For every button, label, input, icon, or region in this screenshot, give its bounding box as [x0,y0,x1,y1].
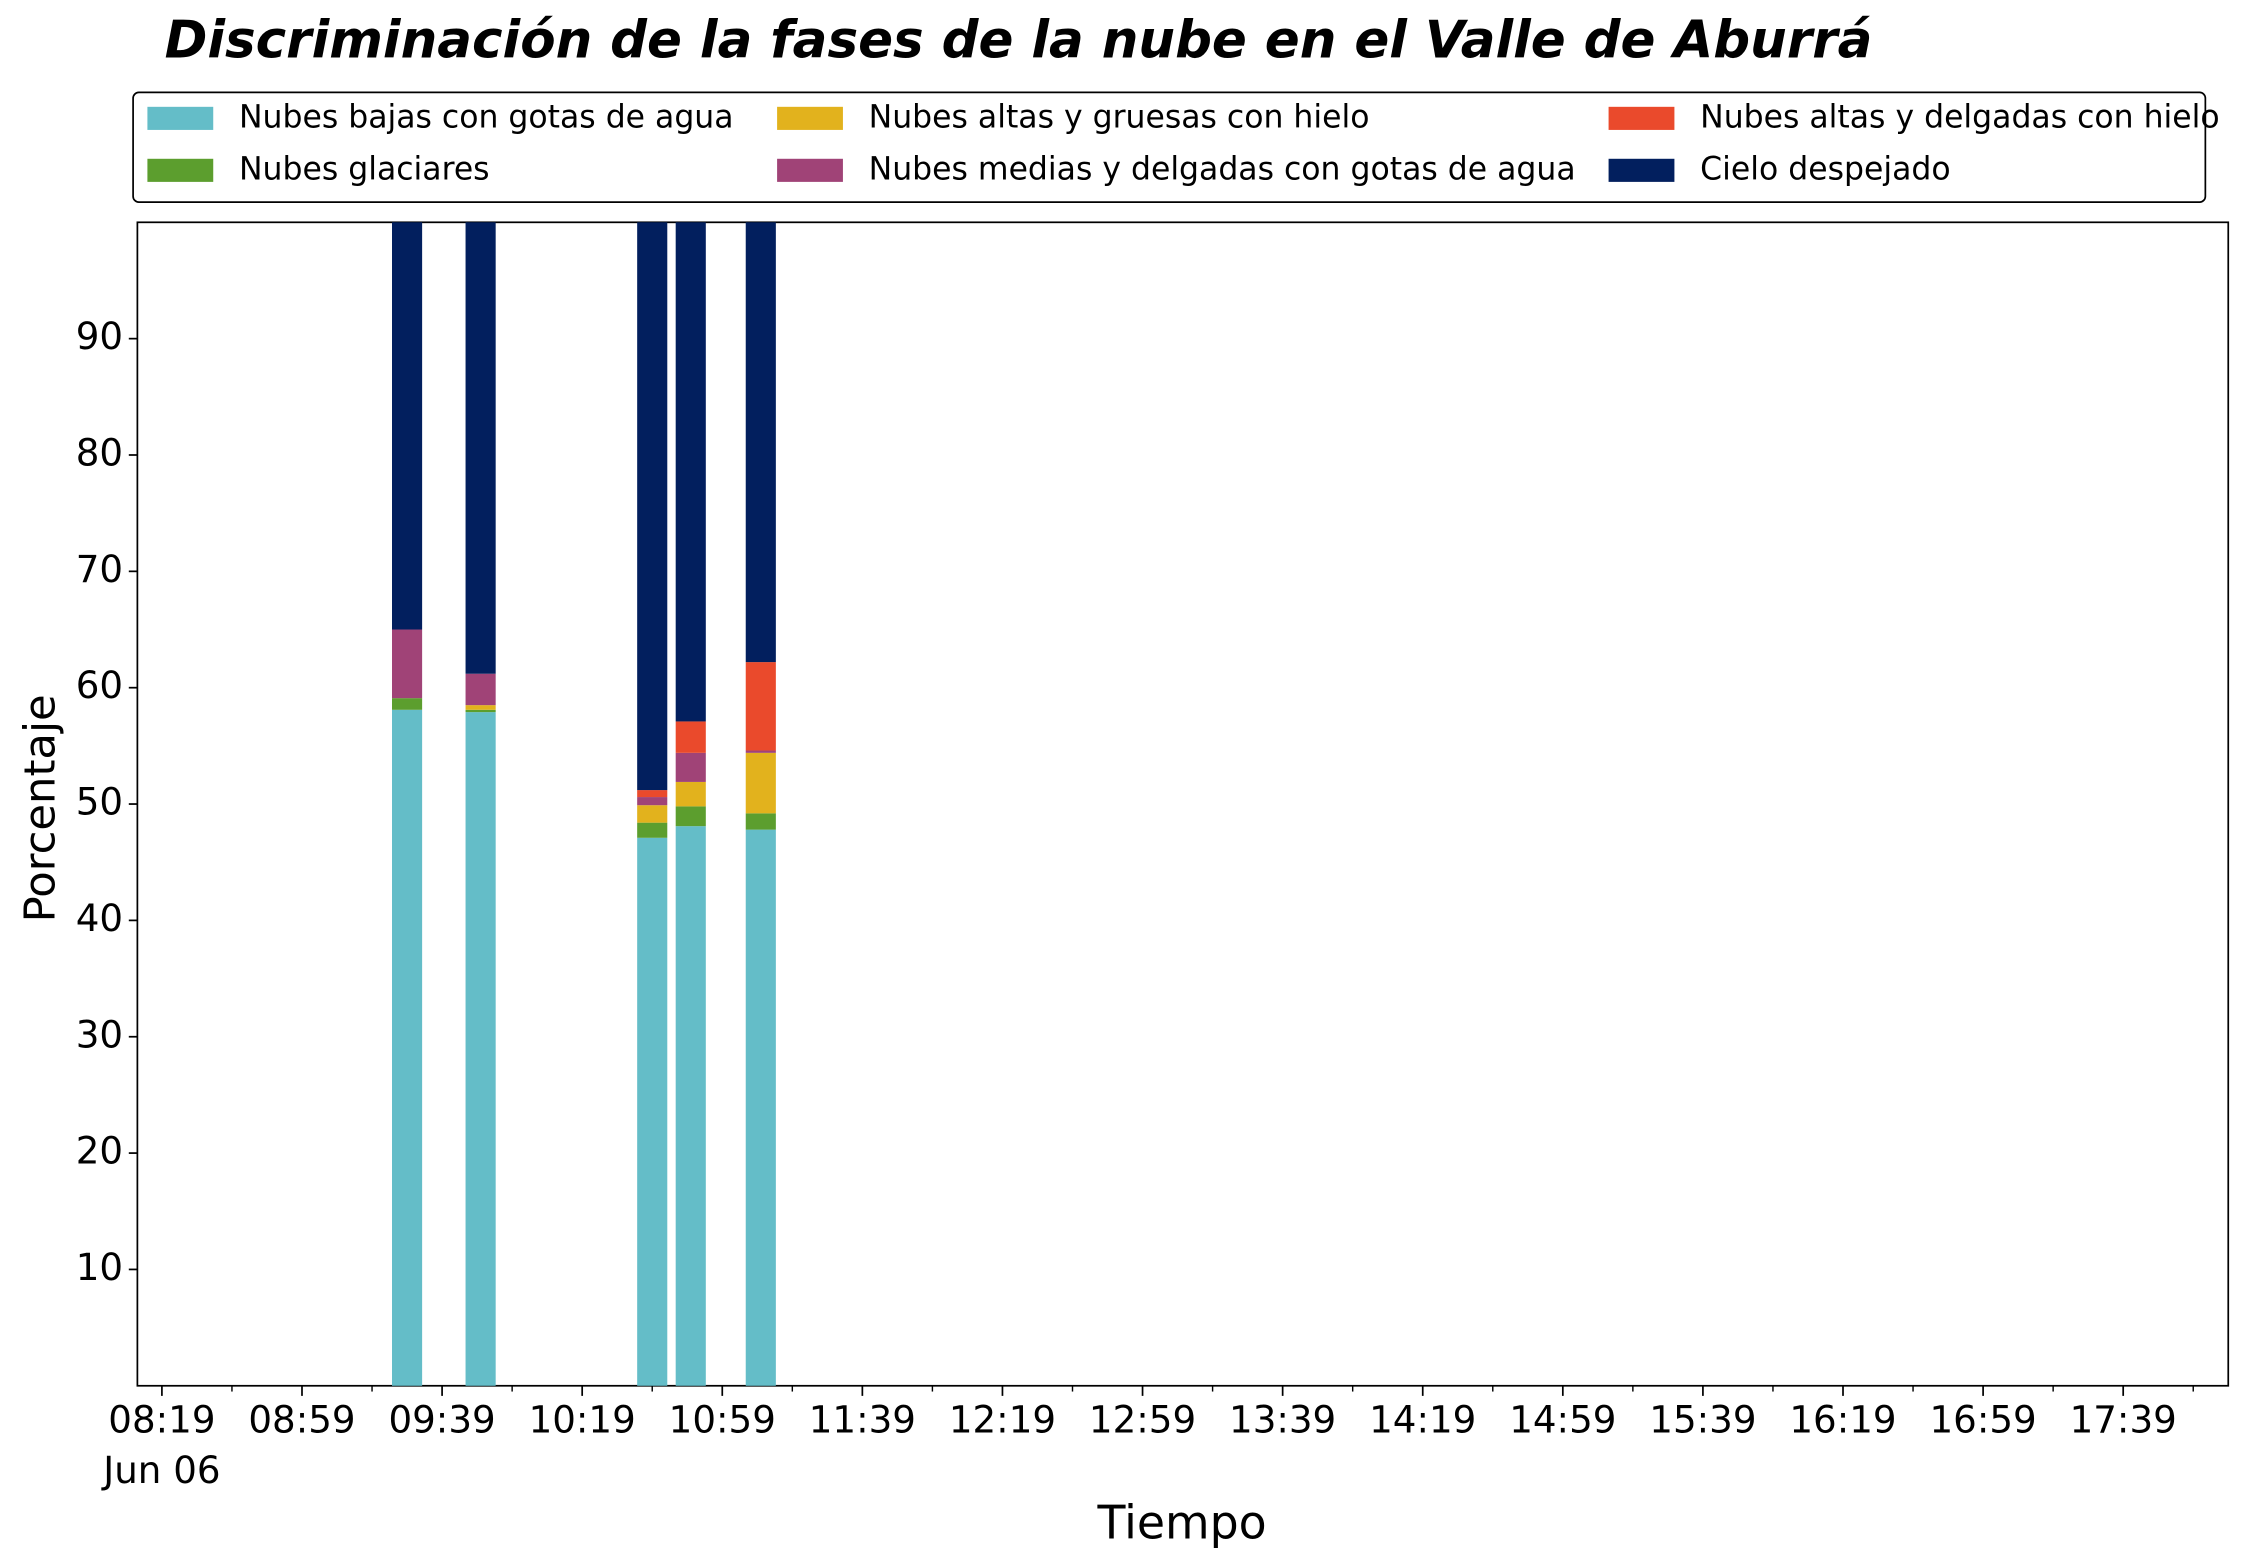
x-tick-label: 13:39 [1229,1397,1336,1441]
bar-segment [637,822,668,838]
bar-segment [745,752,776,814]
bar-segment [637,222,668,791]
x-tick-label: 10:59 [669,1397,776,1441]
bar-segment [745,222,776,663]
chart-title: Discriminación de la fases de la nube en… [165,10,1873,70]
x-tick-label: 16:19 [1789,1397,1896,1441]
bar-segment [675,222,706,722]
bar-segment [675,752,706,782]
bar-segment [745,829,776,1386]
x-tick-label: 12:59 [1089,1397,1196,1441]
bar-segment [465,712,496,1386]
legend-label: Nubes glaciares [239,151,490,187]
y-tick-label: 50 [76,779,123,823]
x-tick-label: 14:19 [1369,1397,1476,1441]
bar-segment [637,837,668,1386]
legend-box [132,91,2207,203]
y-tick-label: 90 [76,314,123,358]
y-tick-label: 20 [76,1128,123,1172]
x-tick-label: 15:39 [1649,1397,1756,1441]
x-tick-label: 14:59 [1509,1397,1616,1441]
bar-segment [392,709,423,1386]
x-tick-label: 08:59 [248,1397,355,1441]
x-tick-label: 09:39 [388,1397,495,1441]
bar-segment [637,797,668,806]
bar-segment [675,721,706,753]
bar-segment [745,750,776,753]
bar-segment [392,222,423,630]
y-axis-label: Porcentaje [16,694,66,922]
bar-segment [465,709,496,713]
legend-swatch [777,158,843,182]
plot-frame [136,221,2230,1387]
bar-segment [465,673,496,706]
y-tick-label: 60 [76,663,123,707]
bar-segment [675,781,706,807]
legend-label: Cielo despejado [1700,151,1950,187]
legend-label: Nubes medias y delgadas con gotas de agu… [869,151,1576,187]
legend-label: Nubes bajas con gotas de agua [239,99,734,135]
y-tick-label: 40 [76,896,123,940]
x-tick-label: 16:59 [1929,1397,2036,1441]
legend-swatch [1608,106,1675,130]
bar-segment [392,698,423,710]
legend-swatch [1608,158,1675,182]
bar-segment [637,805,668,823]
legend-swatch [147,106,214,130]
legend-swatch [147,158,214,182]
bar-segment [745,813,776,830]
bar-segment [675,806,706,827]
x-date-label: Jun 06 [101,1448,220,1492]
y-tick-label: 70 [76,547,123,591]
legend-swatch [777,106,843,130]
bar-segment [637,790,668,798]
x-tick-label: 12:19 [949,1397,1056,1441]
y-tick-label: 10 [76,1245,123,1289]
x-tick-label: 17:39 [2070,1397,2177,1441]
bar-segment [745,662,776,751]
y-tick-label: 80 [76,430,123,474]
x-tick-label: 10:19 [529,1397,636,1441]
legend-label: Nubes altas y gruesas con hielo [869,99,1370,135]
bar-segment [465,705,496,710]
legend-label: Nubes altas y delgadas con hielo [1700,99,2220,135]
bar-segment [392,629,423,699]
y-tick-label: 30 [76,1012,123,1056]
x-tick-label: 11:39 [809,1397,916,1441]
bar-segment [675,826,706,1386]
x-tick-label: 08:19 [108,1397,215,1441]
bar-segment [465,222,496,674]
x-axis-label: Tiempo [1097,1495,1267,1549]
